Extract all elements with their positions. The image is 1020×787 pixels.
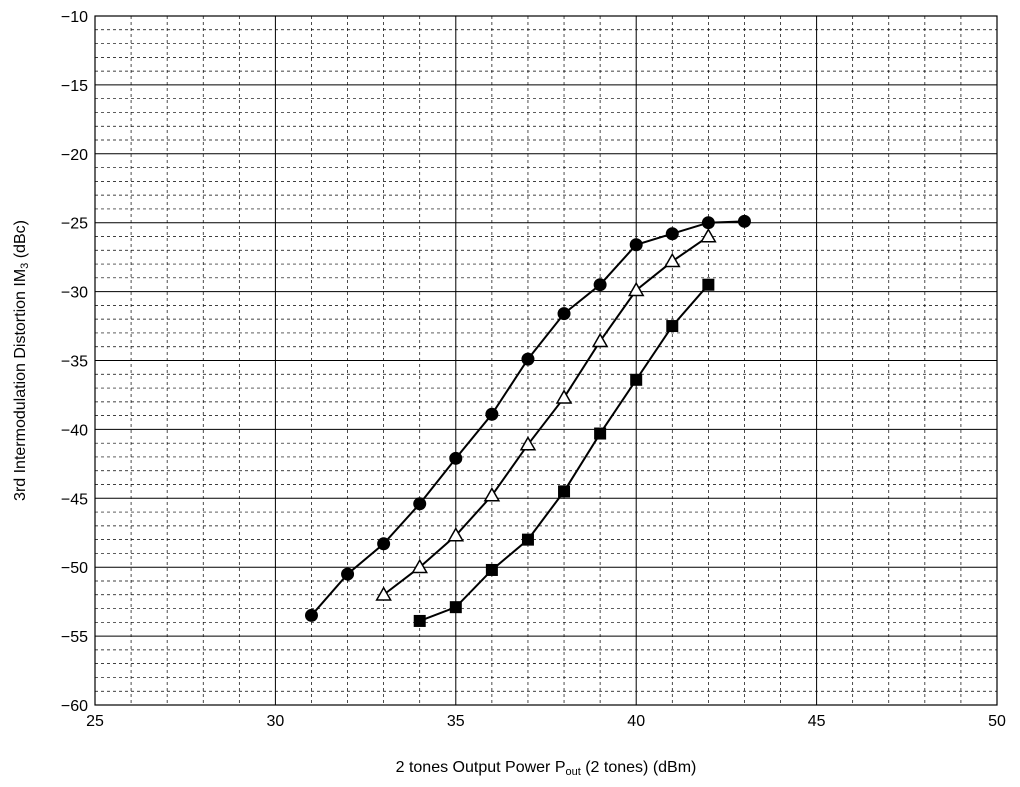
data-point-square [558, 485, 571, 498]
x-axis-title-main: 2 tones Output Power P [396, 759, 566, 776]
data-point-circle [341, 567, 355, 581]
data-point-circle [701, 216, 715, 230]
series-2-line [383, 235, 709, 596]
y-axis-title: 3rd Intermodulation Distortion IM3 (dBc) [12, 220, 31, 501]
y-tick-label: −45 [61, 491, 88, 508]
data-point-circle [304, 608, 318, 622]
data-point-square [630, 373, 643, 386]
x-tick-label: 50 [988, 713, 1006, 730]
data-point-circle [377, 537, 391, 551]
data-point-circle [413, 497, 427, 511]
y-axis-title-main: 3rd Intermodulation Distortion IM [12, 269, 29, 501]
data-point-circle [449, 451, 463, 465]
data-point-triangle [483, 487, 501, 502]
plot-frame [94, 15, 998, 706]
data-point-circle [557, 307, 571, 321]
series-2 [375, 227, 717, 601]
y-tick-label: −50 [61, 560, 88, 577]
tick-labels: 25 30 35 40 45 50 −10 −15 −20 −25 −30 −35 −40 −45 −50 −… [61, 9, 1006, 730]
data-point-triangle [700, 227, 717, 243]
data-point-square [702, 278, 715, 291]
y-tick-label: −25 [61, 216, 88, 233]
data-point-square [449, 601, 462, 614]
data-point-triangle [591, 332, 609, 348]
data-point-triangle [663, 252, 681, 268]
data-point-circle [521, 352, 535, 366]
data-point-circle [629, 238, 643, 252]
data-point-triangle [627, 281, 645, 297]
y-tick-label: −30 [61, 285, 88, 302]
y-axis-title-subscript: 3 [19, 263, 31, 269]
y-tick-label: −40 [61, 422, 88, 439]
data-point-triangle [411, 558, 429, 574]
data-point-square [521, 533, 534, 546]
x-tick-label: 30 [267, 713, 285, 730]
data-point-circle [485, 407, 499, 421]
y-tick-label: −60 [61, 698, 88, 715]
data-point-square [413, 614, 426, 627]
x-tick-label: 40 [627, 713, 645, 730]
x-tick-label: 35 [447, 713, 465, 730]
data-point-triangle [555, 389, 573, 404]
data-point-triangle [447, 526, 465, 542]
y-tick-label: −10 [61, 9, 88, 26]
y-tick-label: −55 [61, 629, 88, 646]
y-tick-label: −20 [61, 147, 88, 164]
y-tick-label: −35 [61, 354, 88, 371]
data-point-circle [737, 214, 751, 228]
x-tick-label: 25 [86, 713, 104, 730]
grid-layer [95, 16, 997, 705]
data-point-square [594, 427, 607, 440]
y-axis-title-tail: (dBc) [12, 220, 29, 263]
x-tick-label: 45 [808, 713, 826, 730]
data-point-circle [593, 278, 607, 292]
data-point-triangle [519, 436, 537, 451]
data-point-square [485, 563, 498, 576]
series-3 [413, 278, 715, 627]
data-point-circle [665, 227, 679, 241]
x-axis-title-tail: (2 tones) (dBm) [581, 759, 697, 776]
x-axis-title: 2 tones Output Power Pout (2 tones) (dBm… [396, 759, 697, 778]
y-tick-label: −15 [61, 78, 88, 95]
x-axis-title-subscript: out [565, 766, 580, 778]
data-point-square [666, 320, 679, 333]
series-layer [304, 214, 751, 627]
data-point-triangle [375, 586, 392, 601]
series-1 [304, 214, 751, 622]
